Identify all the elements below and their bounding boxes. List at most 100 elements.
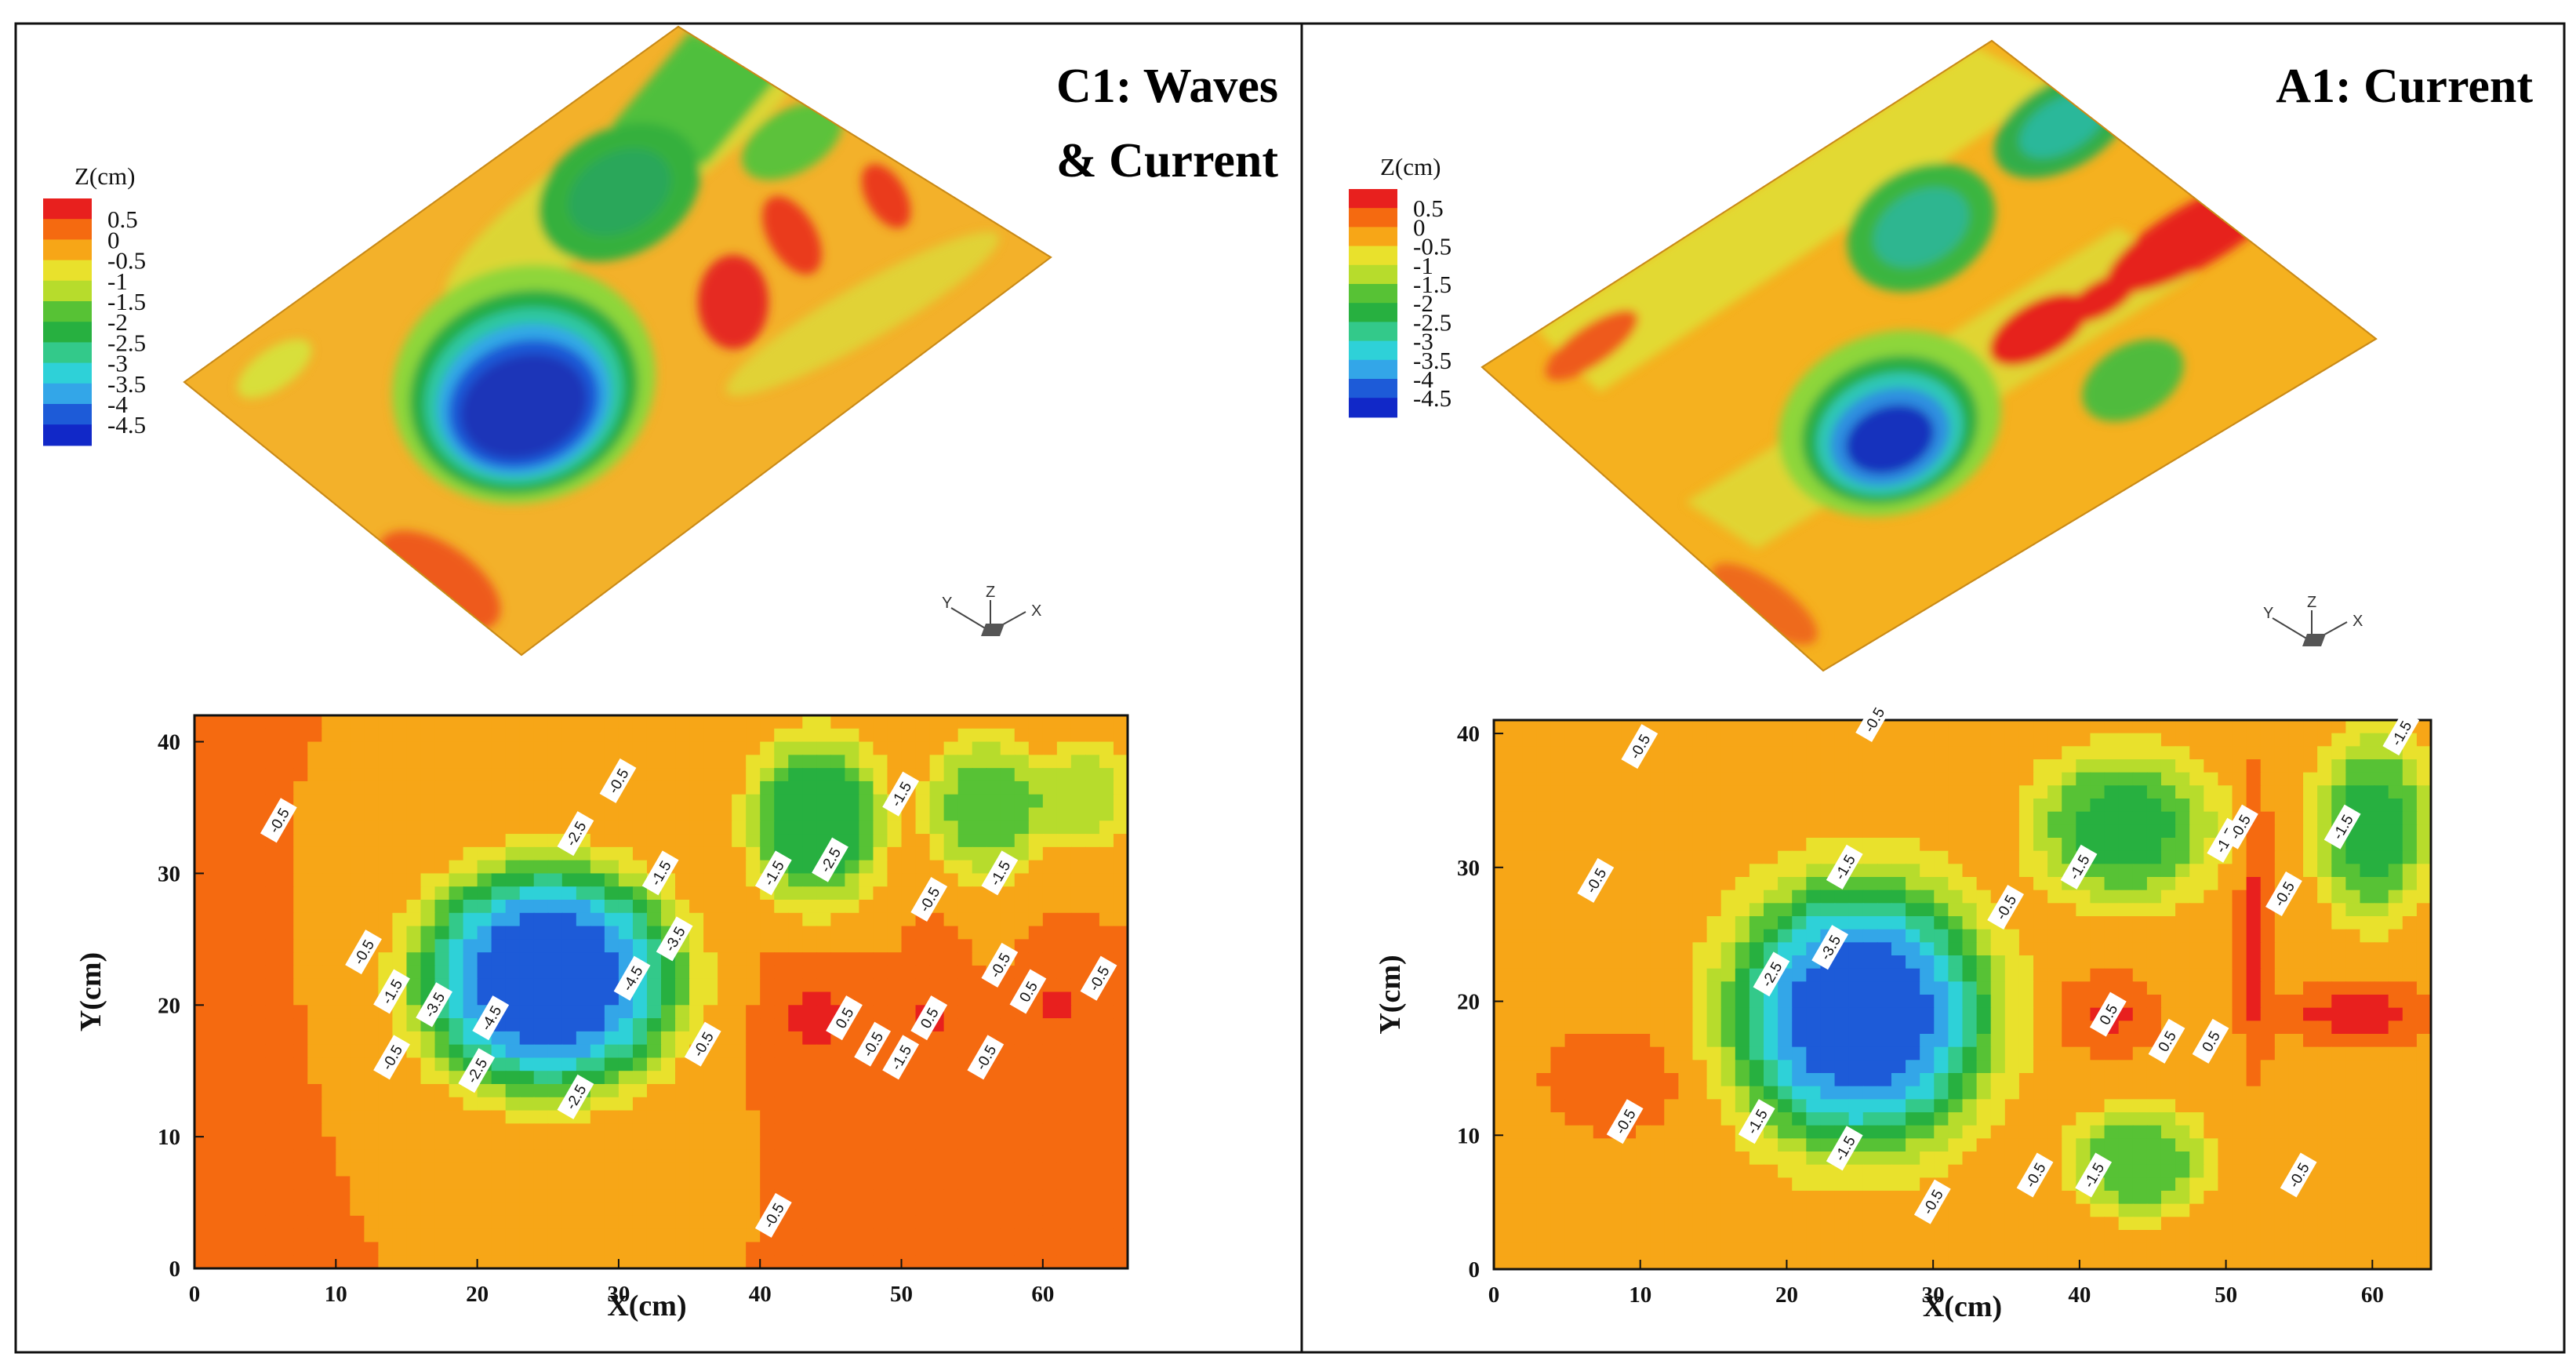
contour-left-cell (1056, 794, 1072, 809)
contour-right-cell (1664, 733, 1680, 748)
contour-left-cell (279, 900, 295, 914)
contour-left-cell (859, 1018, 874, 1032)
contour-right-cell (1920, 1046, 1935, 1061)
contour-left-cell (604, 1149, 619, 1164)
contour-right-cell (2374, 1060, 2389, 1074)
contour-right-cell (2018, 1099, 2034, 1113)
contour-right-cell (2288, 1086, 2304, 1101)
contour-left-cell (364, 1097, 380, 1112)
contour-left-cell (887, 755, 903, 769)
contour-left-cell (463, 1202, 478, 1217)
contour-right-cell (1806, 733, 1822, 748)
contour-right-cell (2132, 929, 2148, 944)
contour-right-cell (1820, 1007, 1836, 1022)
contour-left-cell (618, 1031, 634, 1046)
contour-right-cell (1692, 903, 1708, 917)
contour-left-cell (675, 741, 690, 756)
contour-left-cell (533, 912, 549, 927)
contour-left-cell (293, 1242, 309, 1257)
contour-left-cell (986, 1097, 1001, 1112)
contour-right-cell (2118, 746, 2134, 760)
contour-left-cell (1056, 768, 1072, 782)
contour-right-cell (2076, 981, 2091, 995)
contour-left-cell (406, 991, 422, 1006)
contour-left-cell (350, 834, 365, 848)
contour-left-cell (209, 741, 223, 756)
contour-left-cell (293, 978, 309, 993)
contour-right-cell (2274, 733, 2290, 748)
contour-left-cell (604, 991, 619, 1006)
contour-left-cell (322, 939, 337, 953)
contour-left-cell (632, 820, 648, 835)
contour-left-cell (859, 860, 874, 875)
contour-left-cell (223, 1255, 238, 1269)
contour-right-cell (1494, 968, 1509, 983)
contour-left-cell (746, 965, 761, 980)
contour-right-cell (1494, 850, 1509, 865)
contour-left-cell (491, 820, 507, 835)
contour-left-cell (943, 807, 959, 822)
contour-left-cell (859, 886, 874, 900)
contour-right-cell (1891, 903, 1906, 917)
contour-right-cell (2246, 1086, 2262, 1101)
contour-left-cell (774, 978, 790, 993)
contour-left-cell (986, 768, 1001, 782)
contour-left-cell (491, 1084, 507, 1098)
contour-right-cell (1906, 995, 1920, 1009)
contour-left-cell (1085, 780, 1100, 795)
contour-left-cell (237, 1110, 252, 1125)
contour-left-cell (434, 912, 450, 927)
contour-left-cell (491, 1071, 507, 1085)
contour-left-contour-label-box (684, 1021, 721, 1067)
contour-left-contour-label-box (641, 850, 679, 896)
contour-left-cell (986, 1149, 1001, 1164)
contour-left-cell (859, 965, 874, 980)
contour-right-cell (1934, 903, 1949, 917)
contour-left-cell (802, 1031, 818, 1046)
contour-left-cell (279, 1228, 295, 1243)
contour-right-cell (2104, 1099, 2120, 1113)
contour-left-cell (618, 1057, 634, 1072)
contour-right-cell (1678, 890, 1694, 904)
contour-right-cell (2118, 955, 2134, 970)
contour-left-cell (463, 1228, 478, 1243)
contour-left-cell (477, 715, 492, 729)
contour-right-cell (1706, 733, 1722, 748)
contour-left-cell (746, 741, 761, 756)
contour-left-cell (505, 807, 521, 822)
contour-right-cell (2033, 772, 2048, 787)
contour-right-cell (1990, 864, 2006, 878)
contour-left-cell (1056, 1018, 1072, 1032)
contour-right-cell (2317, 1046, 2333, 1061)
contour-right-cell (2047, 968, 2063, 983)
contour-left-cell (392, 741, 408, 756)
contour-right-cell (1990, 733, 2006, 748)
contour-left-cell (845, 926, 860, 940)
contour-left-cell (307, 1018, 323, 1032)
contour-right-cell (2331, 1099, 2347, 1113)
contour-right-cell (1664, 968, 1680, 983)
contour-right-cell (1720, 942, 1736, 956)
contour-right-cell (1607, 1021, 1622, 1035)
contour-left-cell (1056, 1202, 1072, 1217)
contour-right-cell (2204, 1060, 2219, 1074)
contour-left-cell (788, 807, 804, 822)
contour-left-cell (830, 939, 846, 953)
contour-left-cell (859, 1123, 874, 1137)
contour-right-cell (2146, 1099, 2162, 1113)
contour-left-cell (816, 1189, 832, 1203)
contour-right-cell (2018, 733, 2034, 748)
contour-left-cell (279, 1123, 295, 1137)
contour-left-cell (223, 1176, 238, 1191)
contour-left-cell (223, 807, 238, 822)
contour-right-cell (1564, 903, 1580, 917)
contour-left-cell (972, 1110, 987, 1125)
contour-left-cell (646, 965, 662, 980)
contour-left-cell (519, 1176, 535, 1191)
contour-right-cell (2374, 890, 2389, 904)
contour-left-cell (915, 1242, 931, 1257)
contour-right-cell (1564, 1073, 1580, 1087)
contour-right-cell (1764, 785, 1778, 799)
contour-right-cell (2317, 720, 2333, 734)
contour-left-cell (265, 965, 280, 980)
